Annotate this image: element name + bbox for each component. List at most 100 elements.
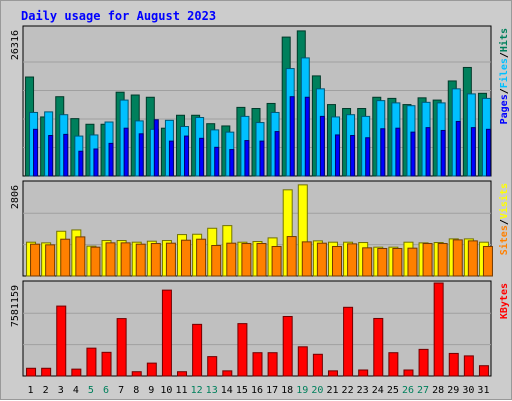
x-tick-label-23: 23 (357, 385, 369, 396)
panel-kbytes: 7581159 KBytes (10, 280, 510, 377)
bar-sites-21 (331, 246, 342, 277)
bar-kbytes-10 (161, 289, 172, 377)
legend-sites: Sites (498, 225, 510, 255)
bar-sites-12 (196, 238, 207, 277)
bar-sites-23 (362, 247, 373, 277)
bar-sites-7 (120, 242, 131, 277)
bar-kbytes-5 (86, 347, 97, 377)
bar-sites-1 (30, 243, 41, 277)
bar-sites-29 (452, 239, 463, 277)
legend-visits: Visits (498, 183, 510, 219)
bar-sites-10 (165, 242, 176, 277)
bar-pages-9 (153, 119, 159, 177)
x-tick-label-13: 13 (206, 385, 218, 396)
bar-kbytes-12 (192, 323, 203, 377)
bar-kbytes-21 (327, 370, 338, 377)
bar-kbytes-19 (297, 346, 308, 377)
bar-kbytes-24 (373, 317, 384, 377)
x-tick-label-4: 4 (73, 385, 79, 396)
bar-kbytes-2 (41, 367, 52, 377)
bar-pages-21 (334, 134, 340, 177)
legend-files: Files (498, 58, 510, 88)
panel-max-label: 26316 (10, 30, 21, 60)
bar-kbytes-22 (343, 306, 354, 377)
x-tick-label-8: 8 (133, 385, 139, 396)
panel-max-label: 7581159 (10, 285, 21, 327)
bar-kbytes-26 (403, 369, 414, 377)
chart-panels: 26316Pages/Files/Hits2806Sites/Visits758… (10, 25, 510, 377)
bar-pages-11 (184, 135, 190, 177)
bar-sites-3 (60, 238, 71, 277)
bar-kbytes-15 (237, 323, 248, 377)
x-tick-label-20: 20 (311, 385, 323, 396)
legend-separator: / (499, 219, 510, 225)
bar-sites-30 (467, 240, 478, 277)
bar-pages-4 (78, 150, 84, 177)
bar-sites-31 (482, 246, 493, 277)
bar-kbytes-25 (388, 352, 399, 377)
bar-sites-11 (181, 239, 192, 277)
x-tick-label-24: 24 (372, 385, 384, 396)
bar-pages-27 (425, 127, 431, 177)
legend-separator: / (499, 88, 510, 94)
bar-pages-19 (304, 96, 310, 177)
x-tick-label-26: 26 (402, 385, 414, 396)
bar-kbytes-29 (448, 352, 459, 377)
x-tick-label-5: 5 (88, 385, 94, 396)
bar-sites-28 (437, 243, 448, 277)
bar-sites-24 (377, 247, 388, 277)
x-tick-label-19: 19 (296, 385, 308, 396)
x-tick-label-11: 11 (175, 385, 187, 396)
bar-kbytes-20 (312, 353, 323, 377)
bar-sites-22 (347, 243, 358, 277)
x-tick-label-10: 10 (160, 385, 172, 396)
bar-pages-29 (455, 120, 461, 177)
bar-pages-2 (48, 135, 54, 177)
bar-sites-20 (316, 242, 327, 277)
bar-pages-14 (229, 149, 235, 177)
bar-kbytes-7 (116, 318, 127, 377)
bar-kbytes-31 (478, 365, 489, 377)
bar-kbytes-23 (358, 369, 369, 377)
bar-kbytes-16 (252, 352, 263, 377)
x-tick-label-18: 18 (281, 385, 293, 396)
bar-pages-22 (350, 135, 356, 177)
bar-kbytes-9 (146, 362, 157, 377)
legend-kbytes: KBytes (499, 283, 510, 319)
bar-pages-1 (33, 128, 39, 177)
bar-pages-31 (485, 128, 491, 177)
bar-kbytes-13 (207, 356, 218, 377)
bar-kbytes-6 (101, 351, 112, 377)
x-axis-day-labels: 1 2 3 4 5 6 7 8 9 10 11 12 13 14 15 16 17 18 19 20 21 22 23 24 2… (28, 385, 490, 396)
bar-kbytes-30 (463, 355, 474, 377)
bar-sites-17 (271, 246, 282, 277)
bar-kbytes-1 (26, 367, 37, 377)
x-tick-label-1: 1 (28, 385, 34, 396)
bar-pages-13 (214, 146, 220, 177)
bar-pages-8 (138, 133, 144, 177)
panel-legend: KBytes (499, 283, 510, 319)
x-tick-label-30: 30 (462, 385, 474, 396)
x-tick-label-28: 28 (432, 385, 444, 396)
bar-pages-25 (395, 127, 401, 177)
x-tick-label-14: 14 (221, 385, 233, 396)
panel-visits-sites: 2806 Sites/Visits (10, 180, 510, 277)
bar-sites-18 (286, 236, 297, 277)
bar-pages-17 (274, 131, 280, 177)
bar-kbytes-4 (71, 368, 82, 377)
panel-max-label: 2806 (10, 185, 21, 209)
bar-sites-5 (90, 246, 101, 277)
bar-kbytes-11 (177, 371, 188, 377)
bar-pages-5 (93, 148, 99, 177)
x-tick-label-17: 17 (266, 385, 278, 396)
bar-pages-24 (380, 128, 386, 177)
bar-pages-23 (365, 137, 371, 177)
bar-kbytes-8 (131, 371, 142, 377)
legend-separator: / (499, 52, 510, 58)
bar-pages-28 (440, 129, 446, 177)
x-tick-label-12: 12 (191, 385, 203, 396)
x-tick-label-16: 16 (251, 385, 263, 396)
x-tick-label-31: 31 (477, 385, 489, 396)
